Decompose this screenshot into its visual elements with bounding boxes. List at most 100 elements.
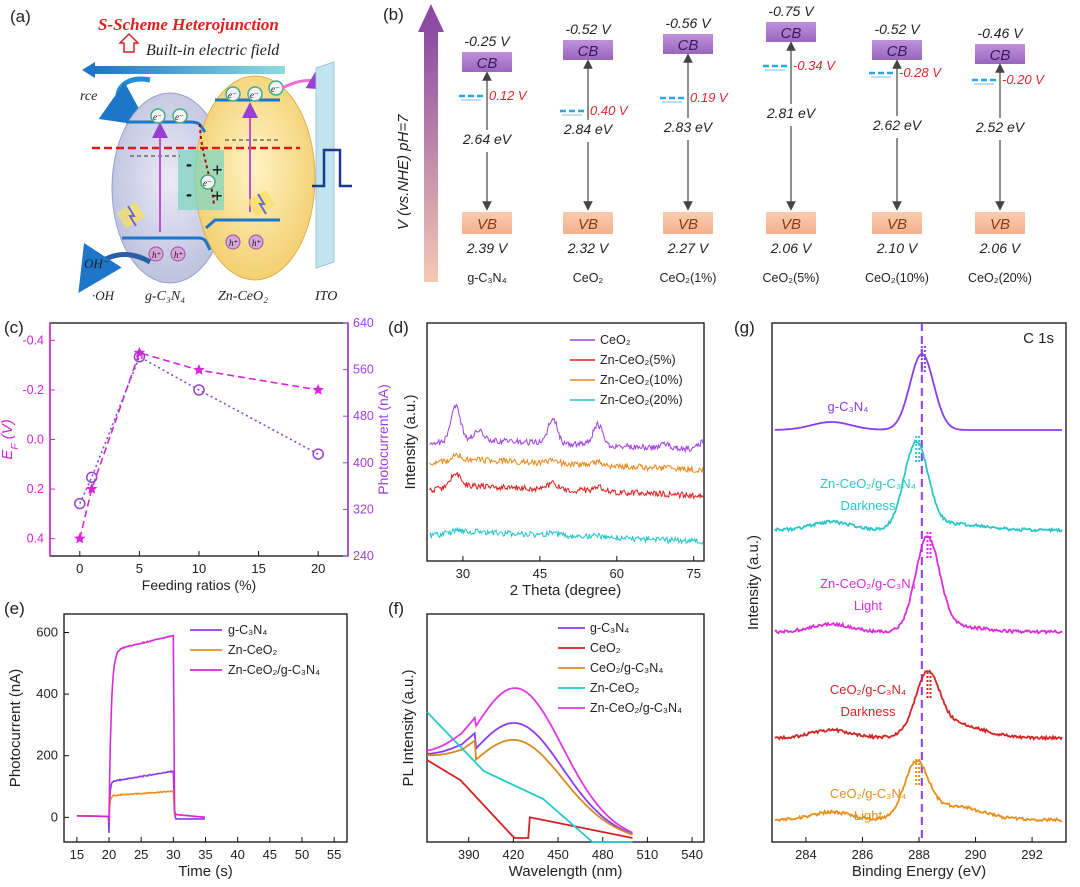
cb-label: CB bbox=[578, 43, 599, 60]
pl-trace bbox=[427, 739, 633, 836]
legend-label-e: g-C₃N₄ bbox=[228, 623, 267, 637]
cb-label: CB bbox=[477, 55, 498, 72]
vb-band bbox=[462, 212, 512, 234]
band-columns: -0.25 V CB 0.12 V 2.64 eV VB 2.39 V g-C₃N₄ -0.5… bbox=[459, 3, 1045, 285]
panel-b-band-diagram: (b) V (vs.NHE) pH=7 -0.25 V CB 0.12 V 2.64 … bbox=[383, 3, 1045, 285]
y-tick-label-e: 0 bbox=[51, 809, 58, 824]
vb-band bbox=[872, 212, 922, 234]
legend-label-f: CeO₂ bbox=[590, 641, 621, 655]
band-column: -0.46 V CB -0.20 V 2.52 eV VB 2.06 V CeO₂(20%) bbox=[968, 25, 1045, 285]
x-tick-label-e: 40 bbox=[230, 847, 244, 862]
recombination-path bbox=[199, 123, 215, 206]
legend-label-e: Zn-CeO₂ bbox=[228, 643, 277, 657]
x-tick-label-g: 292 bbox=[1021, 847, 1043, 862]
vb-band bbox=[663, 212, 713, 234]
x-axis-label-d: 2 Theta (degree) bbox=[510, 582, 621, 599]
x-axis-label-c: Feeding ratios (%) bbox=[142, 577, 256, 593]
svg-text:e⁻: e⁻ bbox=[175, 112, 184, 122]
material-name-label: CeO₂(10%) bbox=[865, 271, 929, 285]
photocurrent-point bbox=[74, 497, 86, 510]
y-tick-label-c: -0.2 bbox=[22, 383, 44, 397]
electron-group-left: e⁻ e⁻ bbox=[150, 108, 188, 124]
svg-text:e⁻: e⁻ bbox=[203, 178, 212, 188]
cb-band bbox=[872, 40, 922, 60]
cb-potential-label: -0.52 V bbox=[565, 21, 612, 37]
panel-label-c: (c) bbox=[4, 318, 24, 337]
plot-frame-c bbox=[49, 322, 349, 557]
band-gap-label: 2.62 eV bbox=[872, 117, 923, 133]
x-tick-label-e: 55 bbox=[327, 847, 341, 862]
cb-label: CB bbox=[990, 47, 1011, 64]
plot-frame-e bbox=[63, 613, 348, 843]
material1-label: g-C₃N₄ bbox=[145, 289, 185, 304]
x-tick-label-g: 284 bbox=[795, 847, 817, 862]
ef-star-point bbox=[86, 483, 98, 494]
band-column: -0.52 V CB -0.28 V 2.62 eV VB 2.10 V CeO₂(10%) bbox=[865, 21, 942, 285]
x-tick-label-c: 10 bbox=[192, 561, 206, 576]
xps-condition-label: Light bbox=[854, 598, 883, 613]
panel-f-pl: (f) 390 420 450 480 510 540 Wavelength (nm) PL … bbox=[388, 599, 705, 880]
oxidation-arrow-icon bbox=[78, 242, 152, 293]
xrd-trace bbox=[429, 526, 704, 545]
field-arrow-head-icon bbox=[82, 62, 95, 78]
xps-trace bbox=[774, 759, 1063, 823]
field-label: Built-in electric field bbox=[146, 42, 280, 59]
vb-label: VB bbox=[578, 216, 598, 233]
legend-label-e: Zn-CeO₂/g-C₃N₄ bbox=[228, 663, 320, 677]
svg-text:+: + bbox=[212, 160, 223, 180]
vb-band bbox=[563, 212, 613, 234]
xrd-trace bbox=[429, 452, 704, 474]
xps-condition-label: Darkness bbox=[841, 704, 896, 719]
pl-trace bbox=[426, 687, 633, 834]
cb-band bbox=[563, 40, 613, 60]
svg-text:+: + bbox=[212, 186, 223, 206]
x-tick-label-g: 286 bbox=[852, 847, 874, 862]
cb-left-line bbox=[126, 120, 207, 133]
ef-star-point bbox=[74, 532, 86, 544]
ef-star-point bbox=[312, 383, 324, 395]
y2-tick-label-c: 640 bbox=[353, 316, 374, 330]
plot-frame-d bbox=[426, 322, 705, 562]
photocurrent-line bbox=[79, 355, 319, 504]
y2-tick-label-c: 320 bbox=[353, 502, 374, 516]
vb-label: VB bbox=[678, 216, 698, 233]
y-axis-label-c: EF (V) bbox=[0, 419, 21, 460]
band-gap-label: 2.81 eV bbox=[766, 105, 817, 121]
material-name-label: CeO₂(20%) bbox=[968, 271, 1032, 285]
panel-e-photocurrent: (e) 15 20 25 30 35 40 45 50 55 0 200 400 600 Time (s)… bbox=[4, 599, 348, 880]
xps-series-label: Zn-CeO₂/g-C₃N₄ bbox=[820, 476, 916, 491]
cb-potential-label: -0.52 V bbox=[874, 21, 921, 37]
electrode-label: ITO bbox=[314, 289, 337, 304]
fermi-level-label: -0.28 V bbox=[899, 65, 942, 80]
panel-label-f: (f) bbox=[388, 599, 404, 618]
xps-series-label: Zn-CeO₂/g-C₃N₄ bbox=[820, 576, 916, 591]
xps-trace bbox=[774, 669, 1063, 742]
x-tick-label-g: 290 bbox=[965, 847, 987, 862]
light-bolt-left-icon bbox=[116, 201, 146, 229]
x-tick-label-e: 20 bbox=[102, 847, 116, 862]
x-tick-label-d: 75 bbox=[687, 566, 701, 581]
x-tick-label-c: 15 bbox=[251, 561, 265, 576]
vb-band bbox=[975, 212, 1025, 234]
photocurrent-pulse-icon bbox=[312, 148, 352, 188]
cb-band bbox=[975, 44, 1025, 64]
band-column: -0.25 V CB 0.12 V 2.64 eV VB 2.39 V g-C₃N₄ bbox=[459, 33, 528, 285]
interface-charges: - - + + bbox=[186, 154, 223, 206]
built-in-field-bar bbox=[95, 66, 285, 74]
cb-band bbox=[766, 22, 816, 42]
material-name-label: CeO₂(5%) bbox=[763, 271, 820, 285]
plot-title-g: C 1s bbox=[1023, 330, 1054, 347]
oh-minus-label: OH⁻ bbox=[84, 256, 110, 271]
x-tick-label-f: 540 bbox=[681, 847, 703, 862]
x-tick-label-d: 60 bbox=[610, 566, 624, 581]
x-axis-label-e: Time (s) bbox=[178, 863, 232, 880]
x-tick-label-d: 45 bbox=[533, 566, 547, 581]
charge-flow-arrow-icon bbox=[98, 76, 151, 127]
photocurrent-point bbox=[85, 471, 98, 484]
vb-potential-label: 2.39 V bbox=[466, 240, 509, 256]
xps-series-label: CeO₂/g-C₃N₄ bbox=[830, 682, 906, 697]
y2-axis-label-c: Photocurrent (nA) bbox=[375, 384, 391, 495]
material-name-label: CeO₂ bbox=[573, 271, 604, 285]
potential-axis-label: V (vs.NHE) pH=7 bbox=[395, 114, 412, 230]
